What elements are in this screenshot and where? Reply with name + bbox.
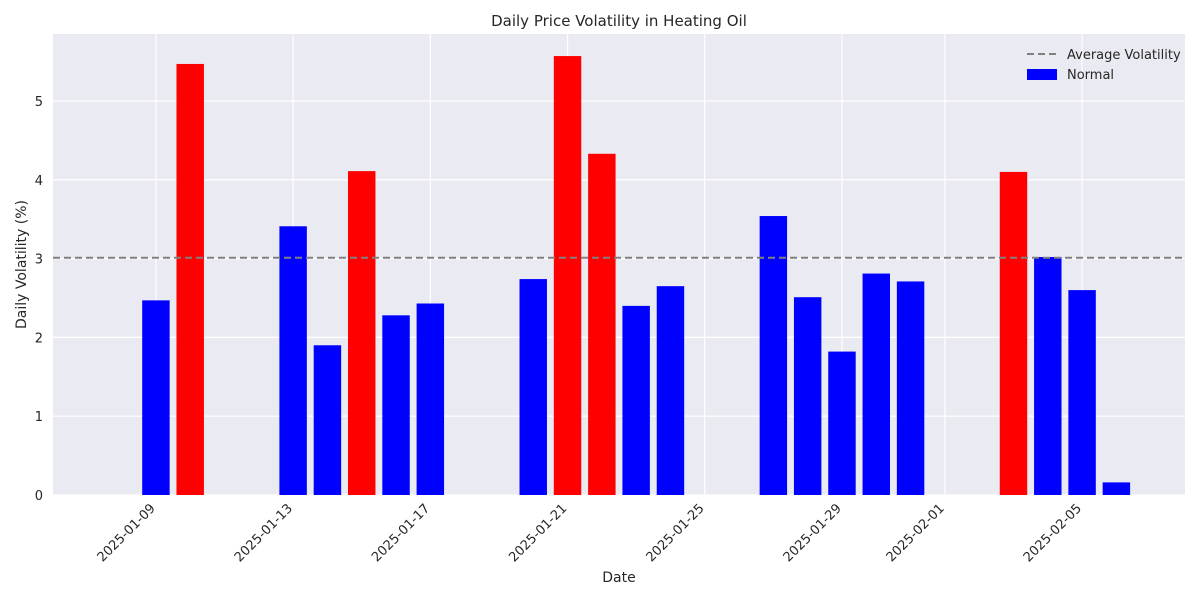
bar-2025-01-22 [588,153,616,495]
bar-2025-01-27 [759,216,788,496]
bar-2025-01-13 [279,226,307,495]
x-tick-label: 2025-01-21 [506,501,570,565]
bar-2025-01-21 [553,56,582,496]
bar-2025-01-31 [896,281,925,495]
legend: Average Volatility Normal [1027,48,1181,83]
bar-2025-01-23 [622,305,650,495]
y-tick-label: 4 [35,174,43,189]
bars [142,56,1131,496]
legend-normal-label: Normal [1067,68,1114,83]
legend-average-label: Average Volatility [1067,48,1181,63]
bar-2025-01-16 [382,315,410,495]
x-tick-label: 2025-01-17 [369,501,433,565]
x-tick-label: 2025-02-05 [1021,501,1085,565]
y-tick-label: 3 [35,253,43,268]
bar-2025-01-14 [313,345,342,495]
plot-background [53,34,1185,495]
bar-2025-01-20 [519,279,547,495]
bar-2025-02-03 [999,171,1028,495]
x-tick-label: 2025-01-09 [95,501,159,565]
bar-2025-01-10 [176,63,204,495]
x-tick-label: 2025-01-25 [644,501,708,565]
x-tick-label: 2025-02-01 [884,501,948,565]
bar-2025-01-09 [142,300,170,495]
y-tick-label: 1 [35,410,43,425]
x-tick-labels: 2025-01-09 2025-01-13 2025-01-17 2025-01-21… [95,501,1085,565]
y-axis-label: Daily Volatility (%) [14,200,30,329]
bar-2025-01-29 [828,351,856,495]
chart-title: Daily Price Volatility in Heating Oil [491,12,747,30]
bar-2025-01-30 [862,273,890,495]
legend-normal-swatch [1027,69,1057,80]
y-tick-label: 2 [35,331,43,346]
bar-2025-01-15 [348,171,376,495]
bar-2025-02-05 [1068,290,1096,495]
bar-2025-01-17 [416,303,445,495]
bar-2025-01-24 [656,286,685,495]
y-tick-label: 0 [35,489,43,504]
y-tick-labels: 0 1 2 3 4 5 [35,95,43,504]
y-tick-label: 5 [35,95,43,110]
x-axis-label: Date [602,570,635,586]
bar-2025-02-04 [1034,257,1062,495]
x-tick-label: 2025-01-29 [781,501,845,565]
bar-2025-01-28 [793,297,822,495]
x-tick-label: 2025-01-13 [232,501,296,565]
bar-2025-02-06 [1102,482,1131,495]
